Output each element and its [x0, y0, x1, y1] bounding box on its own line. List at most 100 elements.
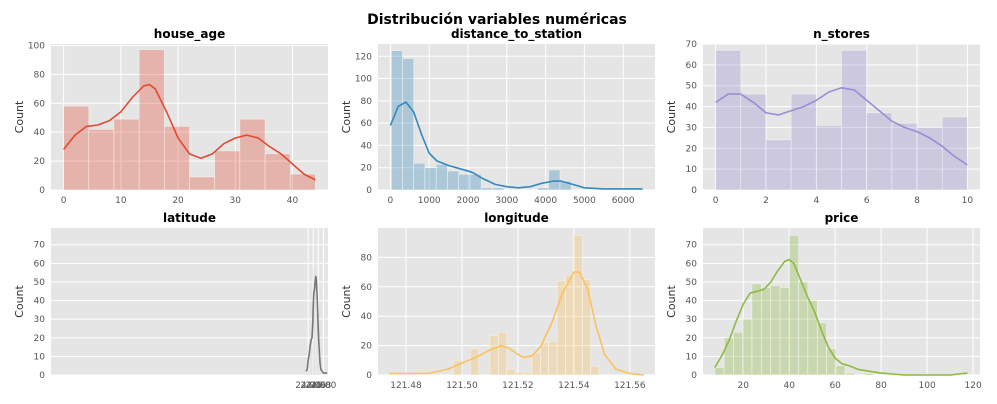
histogram-bar [88, 128, 115, 191]
kde-line [715, 87, 968, 166]
histogram-bar [559, 180, 572, 191]
y-tick-label: 50 [34, 278, 46, 288]
x-tick-label: 0 [713, 196, 719, 206]
y-tick-label: 40 [34, 297, 46, 307]
panel-distance-to-station: 0 1000 2000 3000 4000 5000 6000 0 20 40 60 80 100 120… [340, 27, 655, 206]
y-tick-label: 60 [34, 99, 46, 109]
histogram-bar [214, 150, 241, 191]
histogram-bar [539, 342, 549, 376]
y-tick-label: 60 [361, 283, 373, 293]
y-axis-label: Count [13, 100, 26, 133]
y-tick-label: 20 [361, 342, 373, 352]
x-tick-label: 120 [965, 381, 982, 391]
x-tick-label: 24.96 [300, 381, 326, 391]
y-tick-label: 80 [34, 70, 46, 80]
y-tick-label: 60 [34, 259, 46, 269]
y-tick-label: 0 [39, 186, 45, 196]
plot-area [378, 44, 655, 190]
y-tick-label: 20 [34, 157, 46, 167]
histogram-bar [770, 285, 781, 376]
panel-title: n_stores [813, 27, 870, 42]
y-axis-label: Count [665, 284, 678, 317]
x-tick-label: 24.94 [295, 381, 321, 391]
x-tick-label: 121.56 [614, 381, 646, 391]
y-tick-label: 60 [686, 259, 698, 269]
y-tick-label: 10 [686, 165, 698, 175]
y-tick-label: 80 [361, 97, 373, 107]
x-tick-label: 0 [388, 196, 394, 206]
histogram-bar [835, 365, 846, 376]
histogram-bar [458, 174, 471, 191]
y-tick-label: 0 [366, 371, 372, 381]
y-tick-label: 20 [34, 334, 46, 344]
histogram-bar [447, 170, 459, 191]
panel-price: 20 40 60 80 100 120 0 10 20 30 40 50 60 70 price Count [665, 211, 982, 391]
y-tick-label: 40 [686, 297, 698, 307]
x-tick-label: 40 [287, 196, 299, 206]
histogram-bar [470, 348, 480, 376]
y-tick-label: 40 [686, 103, 698, 113]
y-tick-label: 20 [686, 144, 698, 154]
histogram-bar [581, 279, 591, 376]
x-tick-label: 121.54 [558, 381, 590, 391]
histogram-bar [514, 371, 524, 376]
y-tick-label: 40 [361, 141, 373, 151]
y-tick-label: 0 [366, 186, 372, 196]
histogram-bar [523, 371, 533, 376]
panel-n-stores: 0 2 4 6 8 10 0 10 20 30 40 50 60 70 n_stores Count [665, 27, 980, 206]
histogram-bar [189, 176, 215, 191]
histogram-bar [807, 300, 818, 376]
plot-area [378, 228, 655, 375]
x-tick-label: 121.48 [390, 381, 422, 391]
x-tick-label: 4000 [534, 196, 557, 206]
histogram-bar [264, 153, 291, 191]
histogram-bar [424, 167, 437, 191]
histogram-bar [816, 125, 842, 191]
x-tick-label: 24.98 [305, 381, 331, 391]
histogram-bar [565, 274, 575, 376]
panel-title: price [825, 211, 859, 225]
kde-line [389, 101, 643, 190]
plot-area [703, 228, 980, 375]
x-tick-label: 40 [783, 381, 795, 391]
histogram-bar [318, 370, 321, 376]
y-tick-label: 50 [686, 278, 698, 288]
y-tick-label: 40 [361, 312, 373, 322]
y-tick-label: 10 [34, 352, 46, 362]
y-tick-label: 60 [361, 119, 373, 129]
histogram-bar [453, 359, 463, 376]
histogram-bar [489, 335, 499, 376]
histogram-bar [844, 372, 855, 376]
x-tick-label: 10 [115, 196, 127, 206]
x-tick-label: 8 [914, 196, 920, 206]
histogram-bar [498, 332, 508, 376]
histogram-bar [765, 139, 792, 191]
histogram-bar [916, 127, 943, 191]
panel-title: house_age [154, 27, 225, 42]
histogram-bar [138, 49, 165, 191]
y-tick-label: 100 [355, 75, 372, 85]
histogram-bar [402, 58, 414, 191]
histogram-bar [790, 93, 817, 191]
histogram-bar [531, 352, 541, 376]
y-tick-label: 30 [686, 123, 698, 133]
panel-title: longitude [484, 211, 549, 225]
y-axis-label: Count [13, 284, 26, 317]
y-tick-label: 30 [34, 315, 46, 325]
histogram-bar [841, 49, 867, 191]
histogram-bar [537, 187, 550, 191]
y-axis-label: Count [665, 100, 678, 133]
histogram-bar [740, 93, 767, 191]
x-tick-label: 121.50 [446, 381, 478, 391]
y-tick-label: 0 [691, 186, 697, 196]
histogram-bar [318, 356, 320, 376]
histogram-bar [506, 368, 516, 376]
x-tick-label: 2 [763, 196, 769, 206]
y-tick-label: 120 [355, 52, 372, 62]
x-tick-label: 3000 [495, 196, 518, 206]
kde-line [62, 83, 316, 181]
x-tick-label: 30 [230, 196, 242, 206]
histogram-bar [590, 365, 600, 376]
